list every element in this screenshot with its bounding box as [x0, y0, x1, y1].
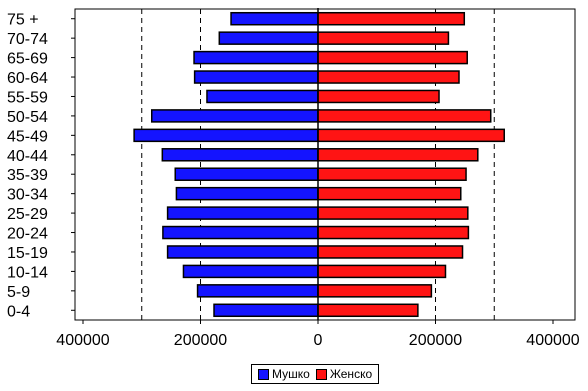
bar-male-60-64	[193, 70, 319, 84]
bar-male-65-69	[193, 50, 319, 65]
bar-female-30-34	[317, 186, 462, 201]
y-tick-label: 60-64	[7, 70, 48, 87]
bar-male-15-19	[166, 245, 319, 259]
gridlines	[141, 9, 495, 320]
bar-male-25-29	[166, 206, 319, 220]
y-tick-label: 5-9	[7, 284, 30, 301]
x-tick-label: 200000	[174, 332, 227, 349]
bar-female-35-39	[317, 167, 467, 181]
legend-label-female: Женско	[329, 367, 373, 381]
bar-male-5-9	[196, 284, 319, 298]
bar-female-15-19	[317, 245, 464, 259]
bar-female-70-74	[317, 31, 450, 45]
y-tick-label: 70-74	[7, 31, 48, 48]
bar-male-70-74	[218, 31, 319, 45]
bar-male-35-39	[174, 167, 319, 181]
bar-male-50-54	[150, 109, 319, 123]
y-tick-label: 0-4	[7, 303, 30, 320]
y-tick-label: 55-59	[7, 89, 48, 106]
legend-item-female: Женско	[315, 367, 373, 381]
bar-male-40-44	[161, 148, 319, 162]
y-tick-label: 20-24	[7, 226, 48, 243]
bar-female-20-24	[317, 225, 470, 240]
y-tick-label: 10-14	[7, 264, 48, 281]
y-tick-label: 25-29	[7, 206, 48, 223]
bar-male-20-24	[162, 225, 319, 240]
x-tick-labels: 400000 200000 0 200000 400000	[56, 320, 580, 349]
x-tick-label: 200000	[409, 332, 462, 349]
y-tick-label: 15-19	[7, 245, 48, 262]
bar-female-55-59	[317, 89, 440, 104]
y-tick-label: 45-49	[7, 128, 48, 145]
bar-male-0-4	[213, 303, 319, 318]
bar-male-45-49	[133, 128, 319, 143]
x-tick-label: 400000	[56, 332, 109, 349]
y-tick-label: 35-39	[7, 167, 48, 184]
bar-male-55-59	[206, 89, 319, 104]
y-tick-label: 75 +	[7, 12, 39, 29]
bar-female-75plus	[317, 11, 466, 26]
bar-female-25-29	[317, 206, 469, 220]
legend-label-male: Мушко	[272, 367, 310, 381]
legend-item-male: Мушко	[258, 367, 310, 381]
bars	[133, 11, 505, 318]
y-tick-label: 65-69	[7, 51, 48, 68]
bar-female-5-9	[317, 284, 433, 298]
y-tick-label: 40-44	[7, 148, 48, 165]
bar-female-45-49	[317, 128, 505, 143]
bar-female-50-54	[317, 109, 492, 123]
bar-female-60-64	[317, 70, 460, 84]
y-tick-label: 50-54	[7, 109, 48, 126]
bar-female-65-69	[317, 50, 468, 65]
bar-female-10-14	[317, 264, 447, 279]
bar-male-75plus	[230, 11, 319, 26]
legend: Мушко Женско	[251, 364, 380, 384]
bar-male-30-34	[175, 186, 319, 201]
y-tick-labels: 0-4 5-9 10-14 15-19 20-24 25-29 30-34 35-39 40-4…	[7, 12, 75, 320]
legend-swatch-female	[315, 368, 327, 380]
y-tick-label: 30-34	[7, 187, 48, 204]
x-tick-label: 0	[314, 332, 323, 349]
legend-swatch-male	[258, 368, 269, 380]
bar-female-40-44	[317, 148, 479, 162]
bar-male-10-14	[182, 264, 319, 279]
bar-female-0-4	[317, 303, 419, 318]
x-tick-label: 400000	[526, 332, 579, 349]
